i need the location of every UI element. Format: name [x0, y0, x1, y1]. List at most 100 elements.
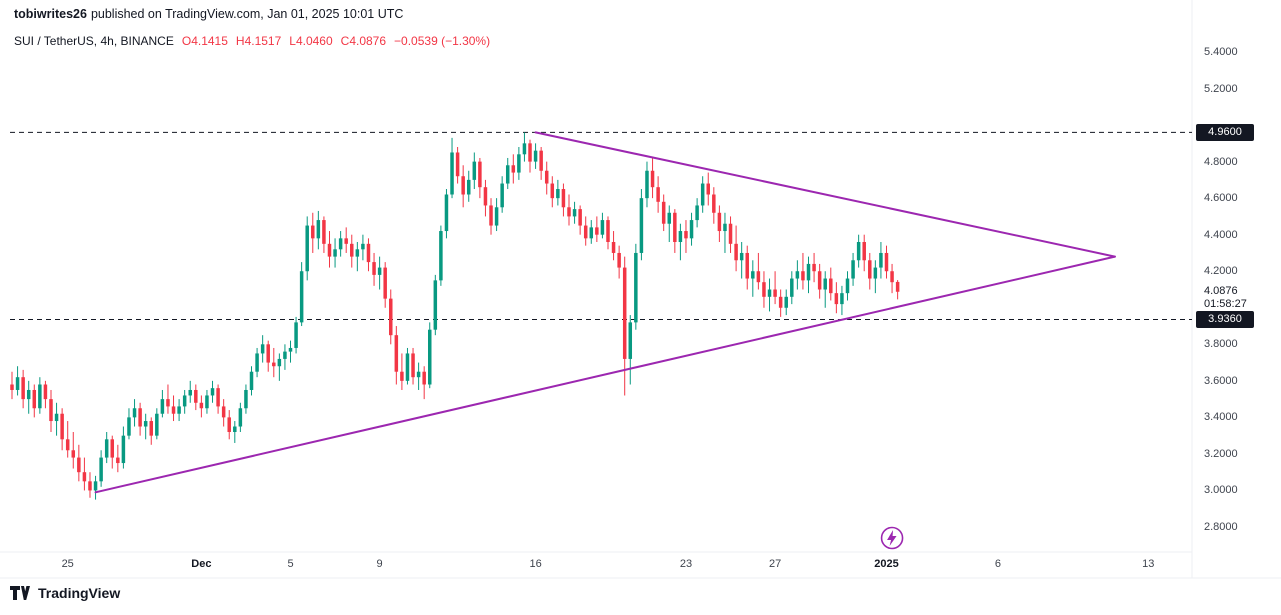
- legend-low: L4.0460: [289, 34, 333, 48]
- candle: [38, 377, 42, 414]
- candle: [21, 369, 25, 409]
- candle: [595, 216, 599, 242]
- candle: [143, 413, 148, 440]
- candle: [260, 335, 265, 363]
- time-axis-label: 16: [529, 558, 542, 570]
- candlestick-series: [10, 132, 900, 500]
- candle: [879, 242, 883, 279]
- time-axis-label: 13: [1142, 558, 1155, 570]
- candle: [116, 444, 120, 473]
- candle: [327, 231, 332, 268]
- time-axis-label: 9: [376, 558, 383, 570]
- candle: [801, 252, 805, 290]
- candle: [333, 238, 337, 268]
- lightning-marker-icon[interactable]: [880, 526, 904, 550]
- candle: [823, 271, 827, 308]
- candle: [868, 252, 872, 290]
- candle: [400, 353, 404, 390]
- candle: [272, 347, 276, 378]
- candle: [244, 384, 248, 414]
- candle: [188, 380, 192, 403]
- tradingview-logo-icon[interactable]: [10, 585, 31, 601]
- candle: [834, 282, 839, 314]
- candle: [433, 274, 438, 336]
- candle: [305, 216, 309, 281]
- candle: [49, 389, 53, 432]
- candle: [350, 234, 354, 268]
- symbol-title[interactable]: SUI / TetherUS, 4h, BINANCE: [14, 34, 174, 48]
- price-level-badge-upper: 4.9600: [1196, 123, 1254, 141]
- candle: [171, 395, 176, 422]
- candle: [561, 183, 566, 217]
- candle: [149, 417, 153, 445]
- candle: [695, 198, 699, 228]
- time-axis-label: 23: [679, 558, 693, 570]
- candle: [104, 432, 109, 464]
- footer-brand[interactable]: TradingView: [38, 585, 121, 601]
- candle: [661, 194, 666, 232]
- candle: [138, 402, 142, 436]
- candle: [199, 395, 204, 418]
- legend-close: C4.0876: [340, 34, 387, 48]
- current-price-group: 4.0876 01:58:27: [1204, 285, 1247, 311]
- candle: [422, 366, 426, 400]
- candle: [361, 234, 365, 261]
- price-axis-label: 2.8000: [1204, 521, 1238, 533]
- time-axis-label: 2025: [874, 558, 899, 570]
- candle: [283, 344, 287, 370]
- candle: [795, 260, 800, 290]
- candle: [177, 399, 181, 422]
- candle: [494, 198, 499, 232]
- price-level-badge-lower: 3.9360: [1196, 310, 1254, 328]
- candle: [216, 384, 220, 414]
- candle: [88, 472, 92, 498]
- candle: [82, 457, 87, 491]
- candle: [389, 289, 393, 345]
- candle: [65, 421, 70, 458]
- candle: [533, 143, 538, 169]
- candle: [739, 242, 744, 279]
- candle: [444, 189, 449, 239]
- candle: [817, 263, 822, 299]
- candle: [851, 252, 855, 286]
- candle: [322, 216, 326, 253]
- candle: [728, 216, 733, 253]
- time-axis-label: Dec: [191, 558, 212, 570]
- candle: [221, 399, 226, 427]
- candle: [266, 340, 270, 372]
- triangle-trendline-lower[interactable]: [94, 255, 1116, 494]
- candle: [550, 176, 555, 208]
- candle: [583, 216, 588, 246]
- triangle-trendline-upper[interactable]: [534, 131, 1116, 258]
- candle: [411, 347, 415, 385]
- price-axis-label: 3.8000: [1204, 338, 1238, 351]
- candle: [806, 256, 811, 294]
- candle: [778, 289, 783, 317]
- candle: [678, 223, 683, 261]
- candle: [544, 161, 549, 195]
- candle: [132, 399, 137, 427]
- candle: [394, 326, 399, 385]
- candle: [182, 389, 187, 414]
- candle: [93, 475, 98, 500]
- candle: [60, 408, 64, 451]
- candle: [483, 179, 488, 217]
- candle: [539, 147, 543, 180]
- time-axis[interactable]: 25 Dec 5 9 16 23 27 2025 6 13: [0, 552, 1192, 578]
- candle: [572, 201, 577, 224]
- legend-open: O4.1415: [181, 34, 228, 48]
- candle: [567, 194, 571, 226]
- candle: [127, 408, 131, 440]
- candle: [767, 278, 772, 312]
- chart-legend: SUI / TetherUS, 4h, BINANCE O4.1415 H4.1…: [14, 34, 490, 48]
- time-axis-label: 6: [994, 558, 1001, 570]
- candle: [10, 371, 14, 400]
- candle: [812, 252, 816, 283]
- candle: [517, 147, 521, 180]
- candle: [294, 316, 298, 354]
- price-axis[interactable]: 4.9600 3.9360 4.0876 01:58:27 5.4000 5.20…: [1192, 0, 1281, 552]
- candle: [884, 245, 889, 279]
- candle: [500, 176, 504, 213]
- candle: [734, 225, 738, 272]
